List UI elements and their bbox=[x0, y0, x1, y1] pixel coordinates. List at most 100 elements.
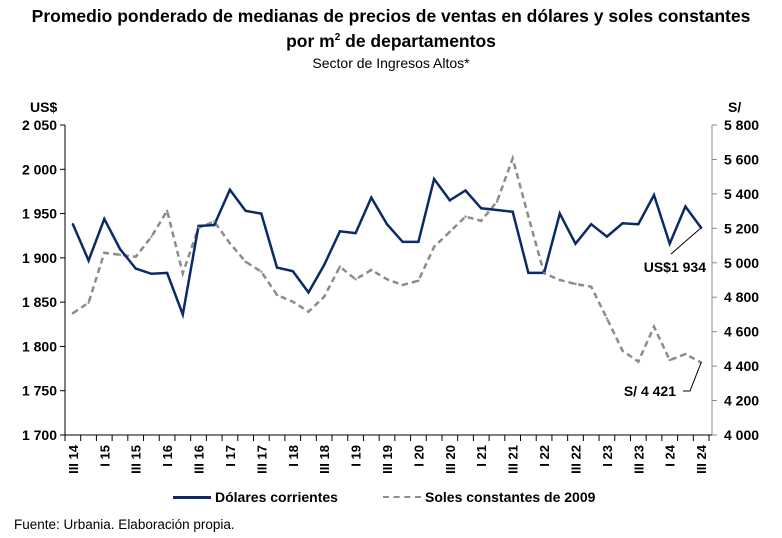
point-soles bbox=[684, 352, 687, 356]
point-soles bbox=[448, 230, 452, 233]
point-soles bbox=[480, 219, 483, 222]
point-soles bbox=[621, 349, 624, 352]
y-right-tick-label: 5 200 bbox=[724, 220, 759, 236]
point-dolares bbox=[275, 266, 279, 269]
point-dolares bbox=[134, 267, 137, 270]
x-tick-label: I 20 bbox=[411, 445, 426, 467]
title-superscript: 2 bbox=[334, 32, 341, 43]
point-soles bbox=[228, 242, 232, 245]
point-dolares bbox=[621, 222, 624, 225]
point-dolares bbox=[150, 272, 153, 275]
y-right-tick-label: 5 400 bbox=[724, 186, 759, 202]
legend-label-pen: Soles constantes de 2009 bbox=[425, 489, 596, 505]
point-soles bbox=[495, 200, 499, 203]
x-tick-label: III 22 bbox=[568, 445, 583, 474]
y-left-tick-label: 2 000 bbox=[22, 161, 57, 177]
point-dolares bbox=[527, 271, 530, 275]
y-right-tick-label: 5 800 bbox=[724, 117, 759, 133]
chart-title-line1: Promedio ponderado de medianas de precio… bbox=[31, 6, 751, 26]
point-soles bbox=[165, 209, 169, 212]
point-soles bbox=[197, 226, 200, 229]
point-dolares bbox=[480, 207, 483, 210]
title-line2-pre: por m bbox=[286, 31, 335, 51]
point-dolares bbox=[401, 240, 404, 244]
point-dolares bbox=[385, 223, 389, 226]
point-dolares bbox=[118, 247, 122, 251]
point-soles bbox=[118, 253, 122, 256]
point-soles bbox=[354, 278, 357, 281]
point-soles bbox=[464, 215, 467, 218]
x-tick-label: I 15 bbox=[97, 445, 112, 467]
point-soles bbox=[432, 245, 436, 248]
point-dolares bbox=[448, 199, 452, 202]
x-tick-label: I 16 bbox=[160, 445, 175, 467]
point-dolares bbox=[684, 205, 687, 208]
y-right-tick-label: 4 600 bbox=[724, 324, 759, 340]
point-dolares bbox=[668, 242, 671, 245]
chart-title-line2: por m2 de departamentos bbox=[0, 31, 782, 52]
point-dolares bbox=[197, 224, 200, 228]
point-dolares bbox=[495, 208, 499, 212]
point-dolares bbox=[589, 223, 593, 226]
point-soles bbox=[291, 300, 294, 303]
legend-solid-line-icon bbox=[173, 495, 211, 499]
point-soles bbox=[385, 278, 389, 281]
point-soles bbox=[260, 270, 263, 273]
x-tick-label: III 16 bbox=[192, 445, 207, 474]
point-soles bbox=[574, 282, 577, 286]
x-tick-label: III 19 bbox=[380, 445, 395, 474]
y-left-tick-label: 1 800 bbox=[22, 338, 57, 354]
x-tick-label: III 21 bbox=[506, 445, 521, 474]
x-tick-label: III 20 bbox=[443, 445, 458, 474]
point-dolares bbox=[417, 240, 420, 244]
x-tick-label: I 24 bbox=[663, 444, 678, 466]
source-note: Fuente: Urbania. Elaboración propia. bbox=[14, 517, 235, 532]
point-soles bbox=[307, 310, 310, 313]
point-dolares bbox=[260, 212, 263, 215]
point-soles bbox=[605, 317, 609, 320]
y-right-unit-label: S/ bbox=[728, 99, 742, 115]
point-soles bbox=[589, 285, 593, 288]
point-dolares bbox=[213, 223, 216, 227]
point-dolares bbox=[228, 188, 232, 191]
x-tick-label: III 15 bbox=[129, 445, 144, 474]
point-soles bbox=[71, 312, 75, 315]
point-soles bbox=[370, 268, 373, 272]
point-dolares bbox=[87, 259, 90, 262]
point-soles bbox=[87, 301, 90, 304]
series-line-dolares bbox=[71, 176, 703, 320]
point-soles bbox=[542, 272, 546, 275]
chart-subtitle: Sector de Ingresos Altos* bbox=[312, 55, 470, 71]
y-left-tick-label: 1 850 bbox=[22, 294, 57, 310]
point-soles bbox=[511, 157, 514, 160]
point-soles bbox=[134, 255, 137, 258]
point-dolares bbox=[307, 291, 310, 294]
y-left-tick-label: 1 750 bbox=[22, 383, 57, 399]
y-right-tick-label: 4 800 bbox=[724, 289, 759, 305]
point-dolares bbox=[322, 263, 326, 267]
x-tick-label: III 17 bbox=[254, 445, 269, 474]
point-dolares bbox=[354, 231, 357, 235]
legend: Dólares corrientes Soles constantes de 2… bbox=[0, 489, 782, 509]
series-line-soles bbox=[72, 154, 702, 364]
point-dolares bbox=[71, 223, 75, 226]
y-right-tick-label: 4 400 bbox=[724, 358, 759, 374]
x-tick-label: III 14 bbox=[66, 444, 81, 474]
point-soles bbox=[275, 293, 279, 297]
point-soles bbox=[417, 279, 420, 282]
point-dolares bbox=[605, 235, 609, 238]
point-soles bbox=[527, 215, 530, 218]
point-soles bbox=[322, 295, 326, 298]
point-soles bbox=[637, 360, 640, 363]
point-dolares bbox=[652, 193, 656, 197]
point-dolares bbox=[291, 269, 294, 273]
legend-label-usd: Dólares corrientes bbox=[215, 489, 338, 505]
legend-item-pen: Soles constantes de 2009 bbox=[383, 489, 595, 505]
point-dolares bbox=[637, 223, 640, 226]
point-dolares bbox=[338, 230, 342, 233]
point-soles bbox=[244, 260, 247, 263]
x-tick-label: III 24 bbox=[694, 444, 709, 474]
y-right-tick-label: 4 200 bbox=[724, 393, 759, 409]
point-soles bbox=[558, 278, 561, 282]
